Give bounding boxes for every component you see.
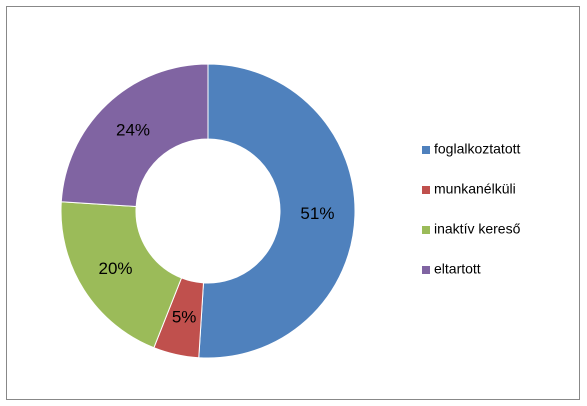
data-label: 20%: [99, 259, 133, 278]
legend-label: eltartott: [434, 261, 481, 277]
data-label: 51%: [300, 204, 334, 223]
donut-segment: [60, 201, 183, 349]
legend-swatch: [422, 226, 430, 234]
data-label: 5%: [172, 307, 197, 326]
legend-swatch: [422, 266, 430, 274]
donut-segment: [198, 63, 356, 359]
data-label: 24%: [116, 121, 150, 140]
donut-segment: [60, 63, 209, 208]
legend-label: foglalkoztatott: [434, 141, 520, 157]
legend-label: munkanélküli: [434, 181, 516, 197]
legend-label: inaktív kereső: [434, 221, 521, 237]
legend-swatch: [422, 146, 430, 154]
legend-swatch: [422, 186, 430, 194]
